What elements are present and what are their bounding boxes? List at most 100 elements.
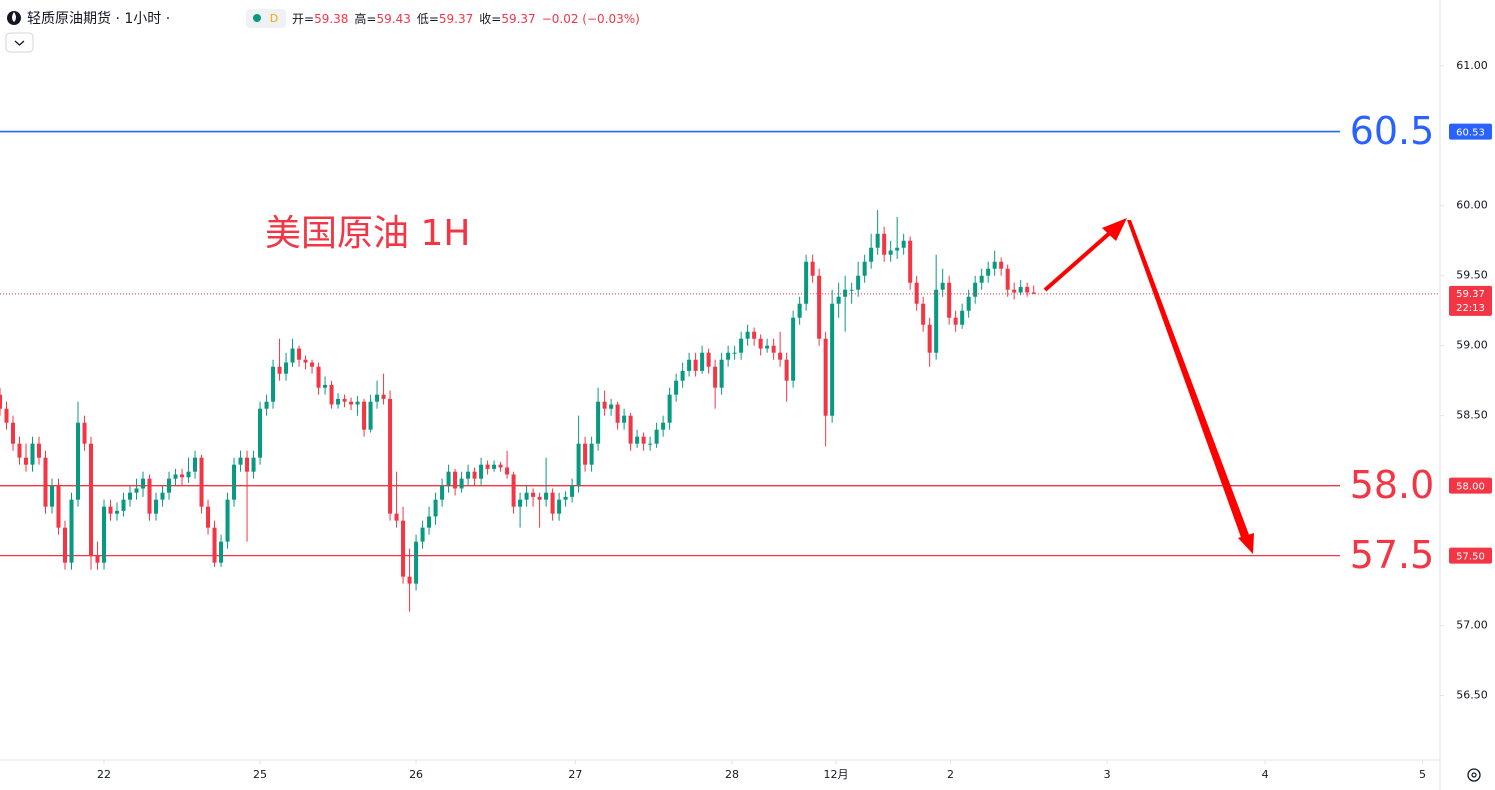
candle-body: [238, 457, 243, 465]
candle-body: [446, 471, 451, 486]
candle-body: [128, 492, 133, 500]
candle-body: [297, 348, 302, 360]
status-dot: [253, 14, 261, 22]
candle-body: [947, 282, 952, 318]
candle-body: [199, 457, 204, 507]
candle-body: [245, 457, 250, 472]
candle-body: [1018, 286, 1023, 293]
candle-body: [843, 289, 848, 297]
candle-body: [277, 366, 282, 374]
candle-body: [0, 394, 3, 409]
candle-body: [479, 464, 484, 479]
ohlc-label: 开=: [292, 12, 314, 26]
candle-body: [219, 541, 224, 563]
candle-body: [69, 499, 74, 563]
candle-body: [17, 443, 22, 458]
level-price-label: 58.00: [1456, 482, 1485, 493]
badge: D: [270, 12, 278, 25]
candle-body: [609, 404, 614, 409]
candle-body: [30, 443, 35, 465]
candle-body: [10, 422, 16, 444]
x-tick-label: 26: [409, 768, 423, 781]
ohlc-text: 开=59.38 高=59.43 低=59.37 收=59.37 −0.02 (−0.03…: [292, 11, 640, 26]
candle-body: [557, 499, 562, 514]
candle-body: [180, 474, 185, 478]
candle-body: [1031, 292, 1036, 294]
candle-body: [615, 404, 620, 423]
candle-body: [459, 478, 464, 489]
x-tick-label: 12月: [824, 768, 849, 781]
candle-body: [622, 415, 627, 423]
level-price-box: [1449, 547, 1492, 564]
candle-body: [908, 240, 913, 283]
candle-body: [134, 488, 139, 493]
y-tick-label: 58.50: [1456, 409, 1488, 422]
candle-body: [921, 303, 926, 325]
candle-body: [979, 275, 984, 283]
level-price-label: 57.50: [1456, 552, 1485, 563]
candle-body: [167, 478, 172, 493]
candle-body: [43, 457, 48, 507]
y-tick-label: 56.50: [1456, 689, 1488, 702]
candle-body: [901, 240, 906, 248]
candle-body: [414, 541, 419, 584]
candle-body: [23, 457, 29, 465]
candle-body: [797, 303, 802, 318]
candle-body: [862, 261, 867, 276]
candle-body: [505, 467, 510, 475]
settings-icon[interactable]: [1467, 768, 1481, 782]
x-tick-label: 4: [1262, 768, 1269, 781]
candle-body: [381, 394, 386, 399]
candle-body: [316, 366, 321, 388]
y-tick-label: 61.00: [1456, 59, 1488, 72]
candle-body: [563, 496, 568, 500]
candle-body: [49, 485, 55, 507]
status-pill: [246, 9, 286, 28]
candle-body: [804, 261, 809, 304]
candle-body: [745, 331, 750, 339]
arrow-down: [1127, 220, 1251, 543]
candle-body: [726, 352, 731, 360]
candle-body: [303, 359, 308, 363]
candle-body: [875, 233, 880, 248]
candle-body: [589, 443, 594, 465]
candle-body: [693, 359, 698, 371]
level-big-label: 57.5: [1350, 533, 1435, 577]
candle-body: [602, 401, 607, 409]
candle-body: [661, 422, 666, 430]
candle-body: [758, 338, 763, 349]
candle-body: [706, 352, 711, 367]
candle-body: [518, 499, 523, 507]
arrow-up: [1043, 229, 1114, 292]
collapse-button[interactable]: [5, 32, 34, 53]
ohlc-value: 59.37: [501, 12, 535, 26]
x-tick-label: 25: [253, 768, 267, 781]
forecast-arrows: [1043, 218, 1254, 554]
candle-body: [36, 443, 42, 458]
y-tick-label: 57.00: [1456, 619, 1488, 632]
candle-body: [654, 429, 659, 444]
level-price-box: [1449, 123, 1492, 140]
candle-body: [966, 296, 971, 311]
ohlc-value: 59.37: [439, 12, 473, 26]
candle-body: [895, 247, 900, 251]
candle-body: [225, 499, 230, 542]
plot-area: [0, 130, 1440, 612]
candle-body: [667, 394, 672, 423]
candle-body: [927, 324, 932, 353]
level-big-label: 58.0: [1350, 463, 1435, 507]
candle-body: [550, 492, 555, 514]
candle-body: [453, 471, 458, 489]
candle-body: [440, 485, 445, 500]
candle-body: [680, 370, 685, 381]
header: 轻质原油期货 · 1小时 · D 开=59.38 高=59.43 低=59.37 收=…: [5, 9, 640, 53]
level-big-label: 60.5: [1350, 109, 1435, 153]
candle-body: [940, 282, 945, 290]
candle-body: [388, 398, 393, 514]
candle-body: [394, 513, 399, 521]
candle-body: [472, 471, 477, 479]
candle-body: [648, 443, 653, 445]
candle-body: [713, 366, 718, 388]
